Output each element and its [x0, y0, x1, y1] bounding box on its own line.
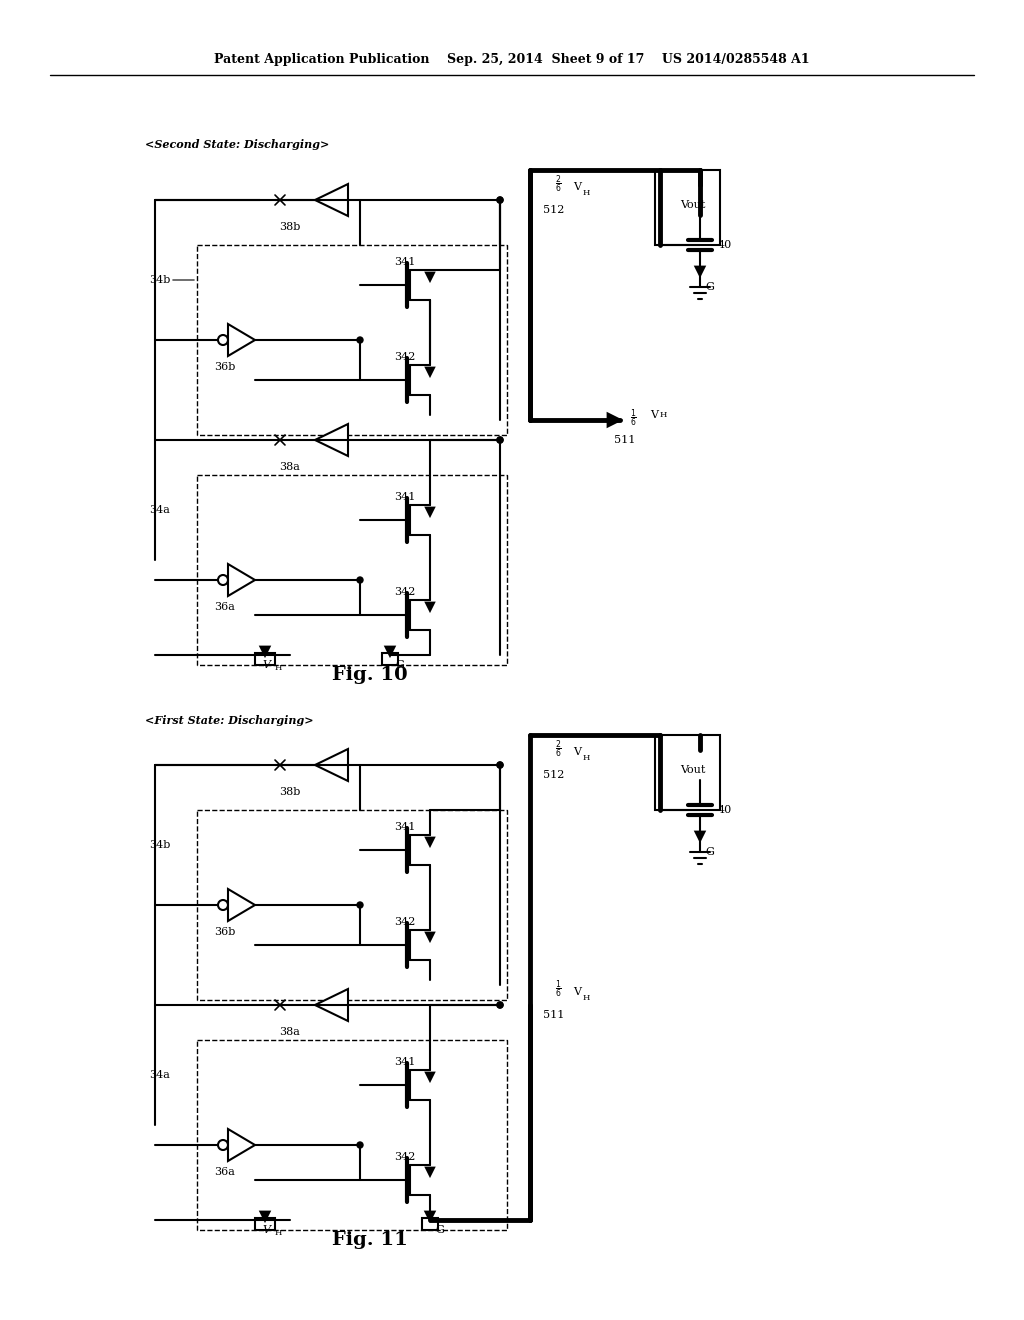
Polygon shape: [427, 603, 433, 610]
Polygon shape: [261, 647, 269, 655]
Text: <First State: Discharging>: <First State: Discharging>: [145, 714, 313, 726]
Text: 34b: 34b: [148, 275, 170, 285]
Polygon shape: [427, 933, 433, 940]
Text: 342: 342: [394, 917, 416, 927]
Text: 38b: 38b: [280, 222, 301, 232]
Text: V: V: [262, 660, 270, 671]
Polygon shape: [228, 564, 255, 597]
Circle shape: [357, 1142, 362, 1148]
Bar: [655, 170, 720, 246]
Text: 511: 511: [543, 1010, 564, 1020]
Text: G: G: [435, 1225, 443, 1236]
Bar: [382, 653, 398, 665]
Text: 40: 40: [718, 805, 732, 814]
Text: H: H: [583, 189, 591, 197]
Text: 40: 40: [718, 240, 732, 249]
Text: 38a: 38a: [280, 462, 300, 473]
Circle shape: [357, 902, 362, 908]
Polygon shape: [261, 1212, 269, 1220]
Text: H: H: [274, 1229, 282, 1237]
Circle shape: [357, 337, 362, 343]
Text: G: G: [395, 660, 403, 671]
Polygon shape: [315, 424, 348, 455]
Text: H: H: [583, 754, 591, 762]
Polygon shape: [427, 1168, 433, 1175]
Polygon shape: [315, 183, 348, 216]
Bar: [197, 810, 507, 1001]
Circle shape: [357, 577, 362, 583]
Text: V: V: [573, 182, 581, 191]
Polygon shape: [315, 748, 348, 781]
Circle shape: [497, 1002, 503, 1008]
Text: H: H: [274, 664, 282, 672]
Polygon shape: [696, 267, 705, 275]
Text: 342: 342: [394, 587, 416, 597]
Text: 36b: 36b: [214, 362, 236, 372]
Text: V: V: [650, 411, 658, 420]
Bar: [197, 1040, 507, 1230]
Text: V: V: [573, 747, 581, 756]
Text: $\frac{1}{6}$: $\frac{1}{6}$: [630, 408, 637, 429]
Text: Vout: Vout: [680, 201, 706, 210]
Polygon shape: [228, 1129, 255, 1162]
Text: 38b: 38b: [280, 787, 301, 797]
Text: 341: 341: [394, 1057, 416, 1067]
Text: $\frac{2}{6}$: $\frac{2}{6}$: [555, 173, 562, 195]
Text: V: V: [262, 1225, 270, 1236]
Polygon shape: [228, 323, 255, 356]
Circle shape: [497, 197, 503, 203]
Polygon shape: [427, 273, 433, 280]
Text: G: G: [705, 847, 714, 857]
Polygon shape: [315, 989, 348, 1020]
Bar: [655, 735, 720, 810]
Text: 512: 512: [543, 205, 564, 215]
Polygon shape: [427, 508, 433, 515]
Text: 34b: 34b: [148, 840, 170, 850]
Polygon shape: [427, 1073, 433, 1080]
Text: Fig. 10: Fig. 10: [332, 667, 408, 684]
Bar: [197, 246, 507, 436]
Text: <Second State: Discharging>: <Second State: Discharging>: [145, 140, 330, 150]
Polygon shape: [228, 888, 255, 921]
Text: 34a: 34a: [150, 506, 170, 515]
Circle shape: [497, 197, 503, 203]
Circle shape: [497, 762, 503, 768]
Text: Fig. 11: Fig. 11: [332, 1232, 408, 1249]
Polygon shape: [386, 647, 394, 655]
Bar: [255, 653, 275, 665]
Text: 341: 341: [394, 492, 416, 502]
Polygon shape: [608, 414, 620, 426]
Text: 36a: 36a: [215, 602, 236, 612]
Polygon shape: [427, 368, 433, 375]
Polygon shape: [696, 832, 705, 840]
Text: 342: 342: [394, 352, 416, 362]
Text: 342: 342: [394, 1152, 416, 1162]
Text: 512: 512: [543, 770, 564, 780]
Bar: [197, 475, 507, 665]
Text: 34a: 34a: [150, 1071, 170, 1080]
Text: 38a: 38a: [280, 1027, 300, 1038]
Text: 511: 511: [614, 436, 636, 445]
Text: H: H: [660, 411, 668, 418]
Text: 36a: 36a: [215, 1167, 236, 1177]
Text: $\frac{1}{6}$: $\frac{1}{6}$: [555, 978, 562, 1001]
Circle shape: [497, 437, 503, 444]
Text: 341: 341: [394, 822, 416, 832]
Text: Vout: Vout: [680, 766, 706, 775]
Text: V: V: [573, 987, 581, 997]
Text: 36b: 36b: [214, 927, 236, 937]
Bar: [255, 1218, 275, 1230]
Bar: [422, 1218, 438, 1230]
Circle shape: [497, 437, 503, 444]
Circle shape: [497, 762, 503, 768]
Text: 341: 341: [394, 257, 416, 267]
Text: G: G: [705, 282, 714, 292]
Text: Patent Application Publication    Sep. 25, 2014  Sheet 9 of 17    US 2014/028554: Patent Application Publication Sep. 25, …: [214, 54, 810, 66]
Polygon shape: [426, 1212, 434, 1220]
Polygon shape: [427, 838, 433, 845]
Text: H: H: [583, 994, 591, 1002]
Circle shape: [497, 1002, 503, 1008]
Text: $\frac{2}{6}$: $\frac{2}{6}$: [555, 738, 562, 760]
